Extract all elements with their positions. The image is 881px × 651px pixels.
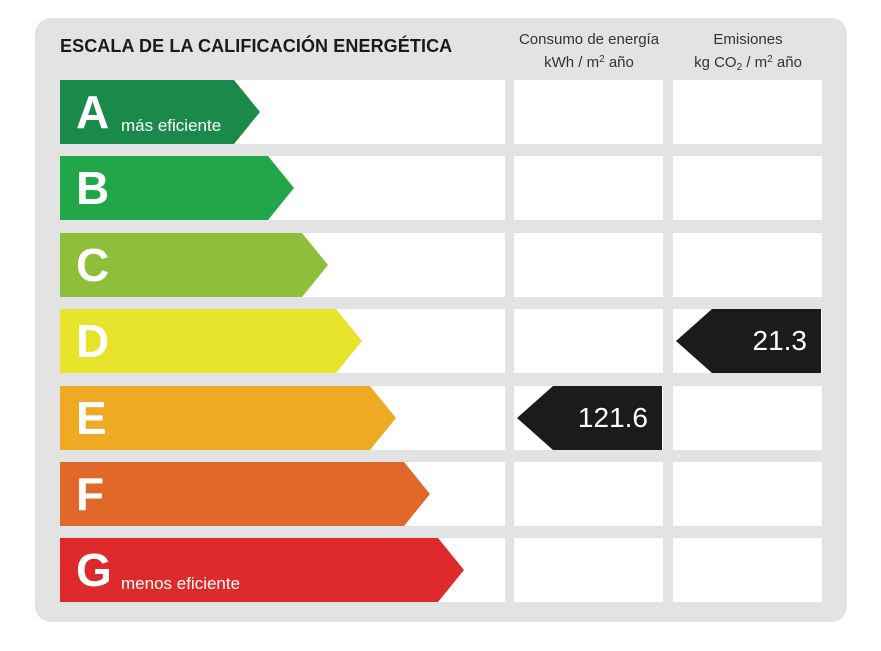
value-cell-emisiones-c: [673, 233, 822, 297]
value-cell-consumo-b: [514, 156, 663, 220]
value-cell-consumo-a: [514, 80, 663, 144]
column-header-consumo-unit: kWh / m2 año: [544, 54, 634, 71]
chart-title: ESCALA DE LA CALIFICACIÓN ENERGÉTICA: [60, 36, 453, 56]
value-cell-consumo-c: [514, 233, 663, 297]
class-arrow-d: [60, 309, 362, 373]
rating-value-emisiones: 21.3: [752, 325, 808, 356]
value-cell-emisiones-e: [673, 386, 822, 450]
class-letter-b: B: [76, 162, 110, 214]
class-letter-g: G: [76, 544, 112, 596]
value-cell-consumo-g: [514, 538, 663, 602]
class-arrow-b: [60, 156, 294, 220]
class-arrow-f: [60, 462, 430, 526]
class-letter-a: A: [76, 86, 110, 138]
column-header-consumo-line1: Consumo de energía: [518, 31, 660, 48]
class-arrow-a: [60, 80, 260, 144]
class-arrow-e: [60, 386, 396, 450]
value-cell-consumo-d: [514, 309, 663, 373]
column-header-emisiones: Emisiones kg CO2 / m2 año: [668, 30, 828, 78]
class-letter-c: C: [76, 239, 110, 291]
rating-value-consumo: 121.6: [577, 402, 648, 433]
class-letter-f: F: [76, 468, 105, 520]
class-arrow-g: [60, 538, 464, 602]
value-cell-consumo-f: [514, 462, 663, 526]
class-note-g: menos eficiente: [121, 574, 241, 593]
value-cell-emisiones-g: [673, 538, 822, 602]
column-header-emisiones-line1: Emisiones: [713, 31, 783, 48]
value-cell-emisiones-b: [673, 156, 822, 220]
class-letter-d: D: [76, 315, 110, 367]
column-header-consumo: Consumo de energía kWh / m2 año: [509, 30, 669, 73]
class-letter-e: E: [76, 392, 107, 444]
class-arrow-c: [60, 233, 328, 297]
class-note-a: más eficiente: [121, 116, 222, 135]
value-cell-emisiones-a: [673, 80, 822, 144]
rating-marker-emisiones: [676, 309, 821, 373]
value-cell-emisiones-f: [673, 462, 822, 526]
rating-marker-consumo: [517, 386, 662, 450]
column-header-emisiones-unit: kg CO2 / m2 año: [694, 54, 802, 73]
